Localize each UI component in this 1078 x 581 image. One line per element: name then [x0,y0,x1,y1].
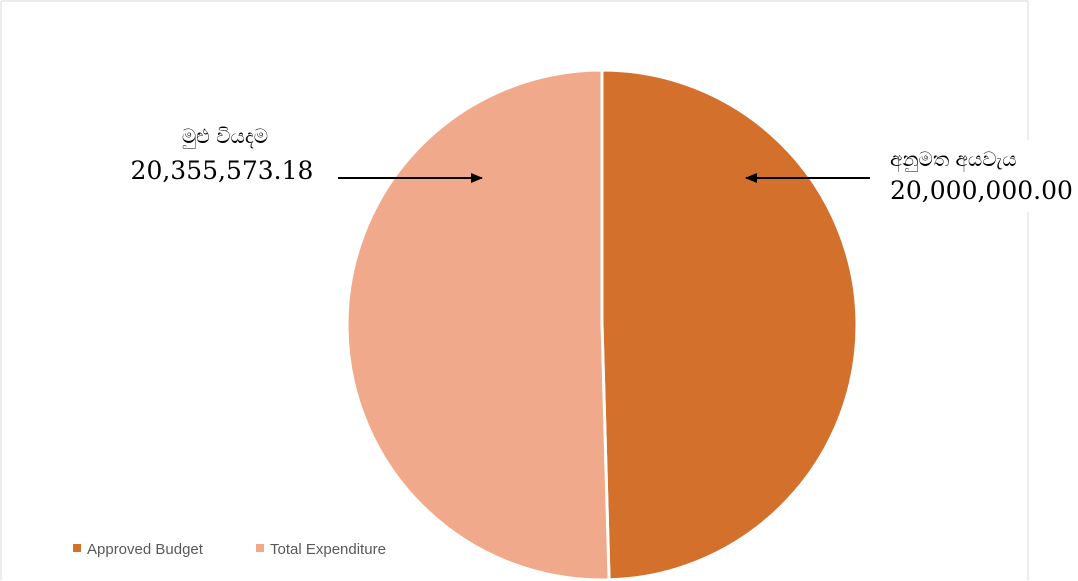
callout-total-expenditure-value: 20,355,573.18 [131,156,314,185]
pie-slice-total-expenditure [345,68,611,581]
legend-swatch-total-expenditure [256,544,264,552]
pie-slices [345,68,859,581]
legend-label-total-expenditure: Total Expenditure [270,541,386,558]
legend-swatch-approved-budget [73,544,81,552]
callout-approved-budget-label: අනුමත අයවැය [890,147,1017,172]
callout-total-expenditure-label: මුළු වියදම [182,124,268,150]
legend: Approved Budget Total Expenditure [73,541,386,558]
callout-approved-budget-value: 20,000,000.00 [890,176,1073,205]
pie-slice-approved-budget [600,68,859,581]
legend-label-approved-budget: Approved Budget [87,541,204,558]
callout-approved-budget: අනුමත අයවැය 20,000,000.00 [745,147,1073,205]
callout-total-expenditure: මුළු වියදම 20,355,573.18 [131,124,483,185]
